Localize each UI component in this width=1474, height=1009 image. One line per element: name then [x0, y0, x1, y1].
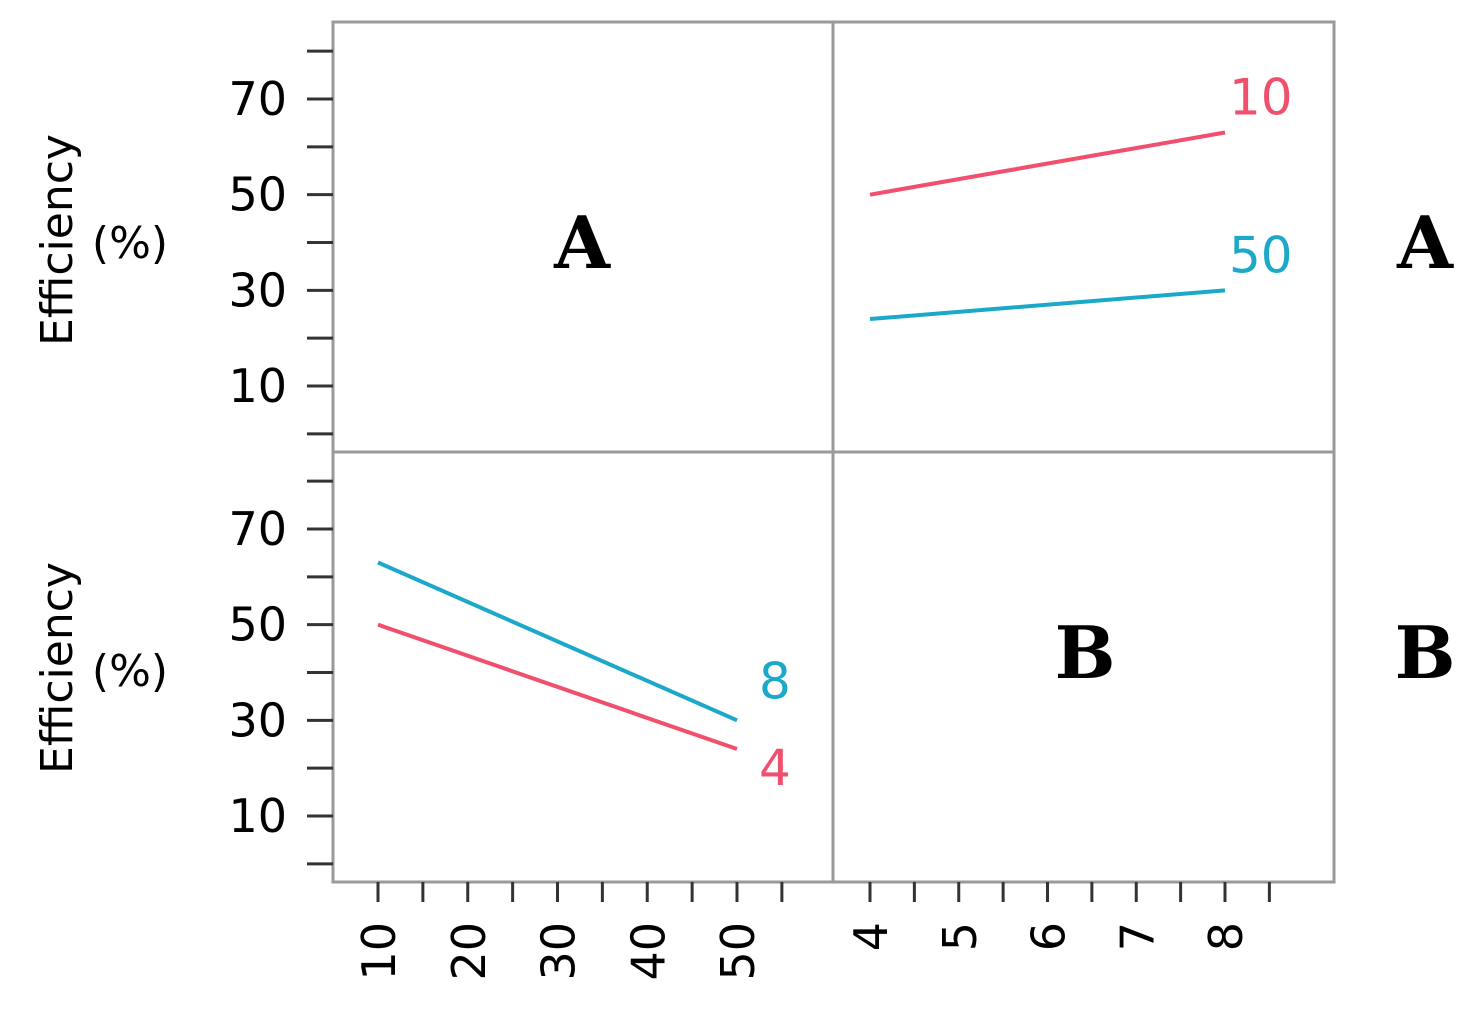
series-label: 4 [759, 739, 791, 797]
y-tick-label: 50 [228, 168, 287, 222]
series-line [377, 622, 738, 751]
series-label: 50 [1229, 226, 1293, 284]
y-tick-label: 70 [228, 502, 287, 556]
x-tick-label: 20 [442, 922, 496, 981]
x-tick-label: 50 [711, 922, 765, 981]
y-axis-unit-bottom: (%) [92, 646, 168, 697]
row-label-b: B [1395, 610, 1456, 695]
y-axis-label-top: Efficiency [32, 134, 83, 346]
y-tick-label: 30 [228, 693, 287, 747]
y-tick-label: 30 [228, 263, 287, 317]
y-tick-label: 70 [228, 72, 287, 126]
series-line [377, 560, 738, 723]
y-tick-label: 10 [228, 789, 287, 843]
series-line [869, 130, 1226, 197]
x-tick-label: 30 [532, 922, 586, 981]
chart-marks: 10 30 50 70 10 30 50 70 10 20 30 40 50 4 5 6 7 8 10 50 8 4 [228, 49, 1293, 981]
series-label: 10 [1229, 68, 1293, 126]
x-tick-label: 40 [621, 922, 675, 981]
x-tick-label: 10 [352, 922, 406, 981]
y-tick-label: 10 [228, 359, 287, 413]
y-axis-unit-top: (%) [92, 218, 168, 269]
row-label-a: A [1396, 200, 1454, 285]
y-tick-label: 50 [228, 598, 287, 652]
series-line [869, 288, 1226, 322]
x-tick-label: 5 [933, 922, 987, 951]
panel-frame-bottom-right [831, 450, 1336, 884]
y-axis-label-bottom: Efficiency [32, 562, 83, 774]
x-tick-label: 8 [1199, 922, 1253, 951]
series-label: 8 [759, 652, 791, 710]
x-tick-label: 4 [844, 922, 898, 951]
x-tick-label: 7 [1110, 922, 1164, 951]
x-tick-label: 6 [1022, 922, 1076, 951]
panel-label-b: B [1055, 610, 1116, 695]
panel-label-a: A [553, 200, 611, 285]
